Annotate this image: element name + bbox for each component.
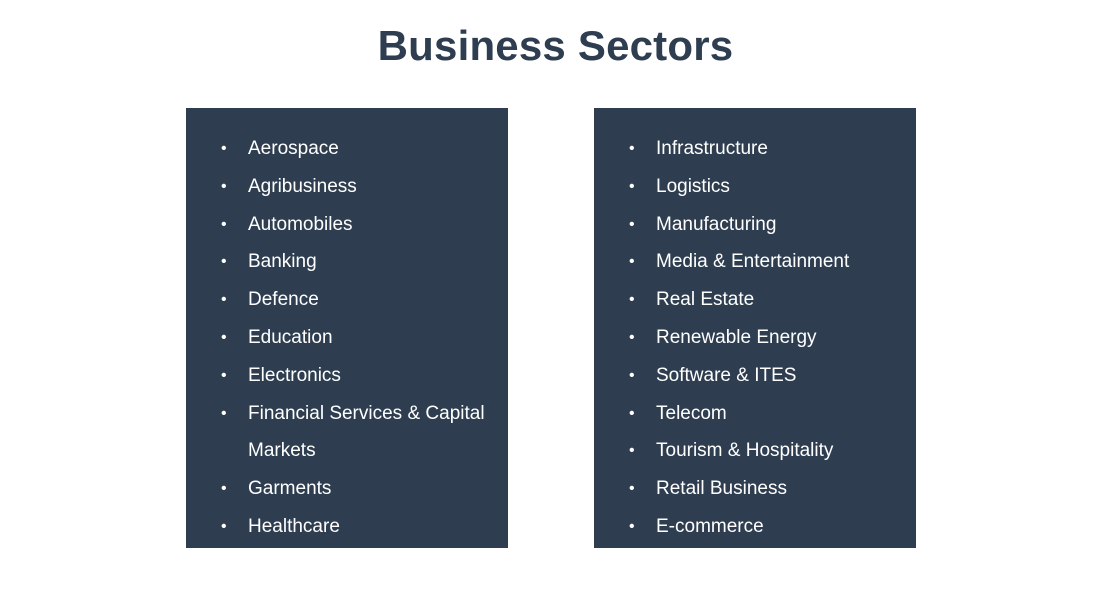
bullet-icon: • xyxy=(221,177,227,195)
list-item: • Infrastructure xyxy=(594,130,916,168)
list-item: • Banking xyxy=(186,243,508,281)
sector-label: Agribusiness xyxy=(248,175,357,197)
list-item: • Retail Business xyxy=(594,470,916,508)
sector-label: Automobiles xyxy=(248,213,353,235)
sectors-panel-right: • Infrastructure • Logistics • Manufacturin… xyxy=(594,108,916,548)
sector-label: E-commerce xyxy=(656,515,764,537)
sectors-panel-left: • Aerospace • Agribusiness • Automobiles • B… xyxy=(186,108,508,548)
list-item: • Tourism & Hospitality xyxy=(594,432,916,470)
sector-label: Renewable Energy xyxy=(656,326,817,348)
list-item: • Healthcare xyxy=(186,508,508,546)
sector-label: Tourism & Hospitality xyxy=(656,440,834,462)
sector-label: Infrastructure xyxy=(656,138,768,159)
bullet-icon: • xyxy=(629,253,635,271)
list-item: • Education xyxy=(186,319,508,357)
bullet-icon: • xyxy=(629,215,635,233)
sector-label: Manufacturing xyxy=(656,213,777,235)
page-title: Business Sectors xyxy=(377,22,734,69)
list-item: • Manufacturing xyxy=(594,206,916,244)
bullet-icon: • xyxy=(221,140,227,157)
sector-label: Healthcare xyxy=(248,515,340,537)
bullet-icon: • xyxy=(629,480,635,498)
list-item: • Software & ITES xyxy=(594,357,916,395)
sector-list-left: • Aerospace • Agribusiness • Automobiles • B… xyxy=(186,130,508,546)
bullet-icon: • xyxy=(221,253,227,271)
list-item: • Media & Entertainment xyxy=(594,243,916,281)
bullet-icon: • xyxy=(221,291,227,309)
sector-label: Financial Services & Capital Markets xyxy=(248,402,485,462)
sector-label: Education xyxy=(248,326,333,348)
sector-label: Telecom xyxy=(656,402,727,424)
list-item: • Logistics xyxy=(594,168,916,206)
list-item: • E-commerce xyxy=(594,508,916,546)
list-item: • Renewable Energy xyxy=(594,319,916,357)
list-item: • Aerospace xyxy=(186,130,508,168)
list-item: • Financial Services & Capital Markets xyxy=(186,395,508,471)
bullet-icon: • xyxy=(629,517,635,535)
bullet-icon: • xyxy=(221,328,227,346)
list-item: • Agribusiness xyxy=(186,168,508,206)
list-item: • Real Estate xyxy=(594,281,916,319)
bullet-icon: • xyxy=(221,480,227,498)
bullet-icon: • xyxy=(221,404,227,422)
sector-label: Media & Entertainment xyxy=(656,251,850,273)
sector-label: Retail Business xyxy=(656,478,787,500)
bullet-icon: • xyxy=(629,328,635,346)
bullet-icon: • xyxy=(221,215,227,233)
sector-label: Software & ITES xyxy=(656,364,797,386)
sector-list-right: • Infrastructure • Logistics • Manufacturin… xyxy=(594,130,916,546)
list-item: • Automobiles xyxy=(186,206,508,244)
list-item: • Defence xyxy=(186,281,508,319)
bullet-icon: • xyxy=(221,366,227,384)
list-item: • Electronics xyxy=(186,357,508,395)
bullet-icon: • xyxy=(629,442,635,460)
sector-label: Banking xyxy=(248,251,317,273)
bullet-icon: • xyxy=(629,404,635,422)
bullet-icon: • xyxy=(629,140,635,157)
bullet-icon: • xyxy=(221,517,227,535)
sector-label: Electronics xyxy=(248,364,341,386)
sector-label: Aerospace xyxy=(248,138,339,159)
list-item: • Telecom xyxy=(594,395,916,433)
bullet-icon: • xyxy=(629,366,635,384)
bullet-icon: • xyxy=(629,177,635,195)
bullet-icon: • xyxy=(629,291,635,309)
sector-label: Garments xyxy=(248,478,332,500)
sector-label: Logistics xyxy=(656,175,730,197)
list-item: • Garments xyxy=(186,470,508,508)
sector-label: Real Estate xyxy=(656,289,755,311)
sector-label: Defence xyxy=(248,289,319,311)
